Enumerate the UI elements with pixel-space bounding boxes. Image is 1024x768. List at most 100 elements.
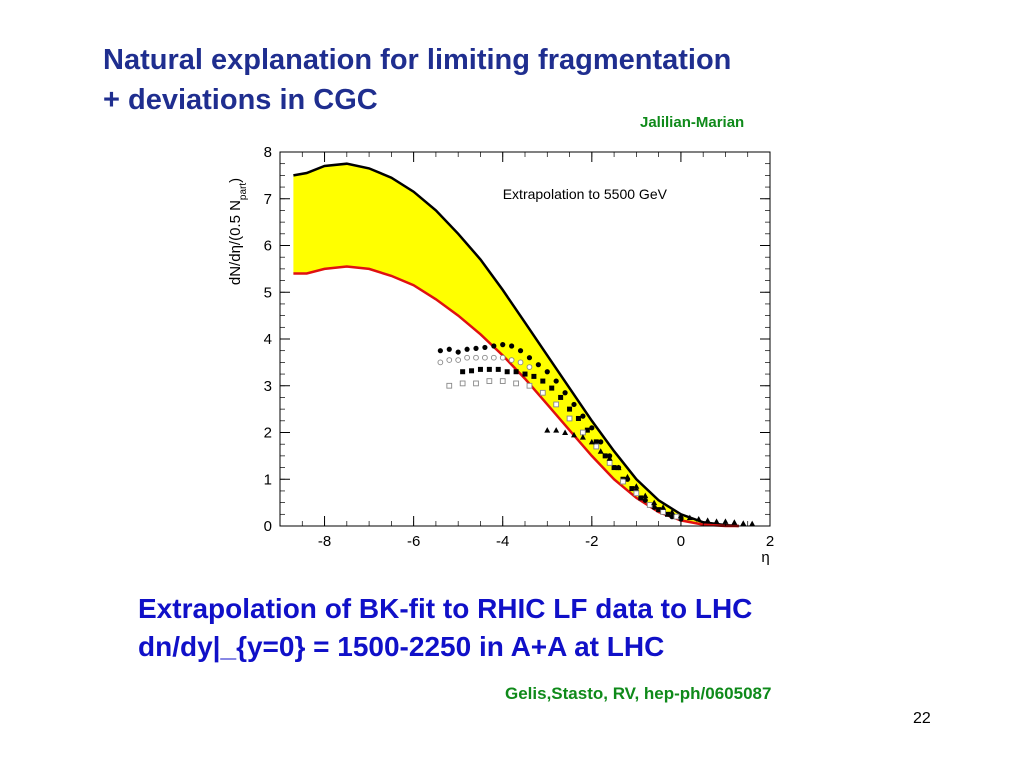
data-point-open-circle: [446, 357, 453, 363]
data-point-filled-triangle: [677, 512, 684, 519]
x-tick-label: -8: [318, 533, 331, 550]
data-point-filled-triangle: [633, 483, 640, 489]
data-point-filled-square: [504, 369, 510, 375]
data-point-filled-square: [486, 366, 492, 372]
y-tick-label: 4: [264, 331, 272, 348]
data-point-filled-triangle: [686, 514, 693, 521]
y-axis-label-close: ): [227, 178, 244, 183]
data-point-filled-triangle: [615, 464, 622, 471]
data-point-filled-circle: [455, 349, 461, 355]
y-axis-label: dN/dη/(0.5 Npart): [227, 178, 249, 285]
data-point-open-square: [473, 380, 479, 387]
data-point-filled-triangle: [695, 515, 702, 522]
data-point-filled-triangle: [731, 519, 738, 525]
chart: 0 1 2 3 4 5 6 7 8 -8 -6 -4 -2 0 2 Extrapolation to 550…: [227, 144, 775, 566]
data-point-filled-square: [469, 368, 475, 374]
data-point-open-square: [566, 415, 573, 422]
data-point-filled-triangle: [579, 434, 586, 440]
page-number: 22: [913, 710, 931, 727]
data-point-open-square: [633, 490, 640, 497]
data-point-filled-triangle: [740, 520, 747, 526]
data-point-filled-circle: [562, 390, 568, 396]
data-point-filled-square: [567, 406, 573, 412]
axis-layer: 0 1 2 3 4 5 6 7 8 -8 -6 -4 -2 0 2: [264, 144, 775, 550]
data-point-open-circle: [455, 357, 462, 363]
y-tick-label: 0: [264, 518, 272, 535]
data-point-open-square: [513, 380, 519, 387]
data-point-filled-triangle: [571, 431, 577, 438]
body-text: Extrapolation of BK-fit to RHIC LF data …: [138, 590, 752, 666]
data-point-filled-circle: [446, 346, 452, 352]
data-point-filled-circle: [491, 343, 497, 349]
y-tick-label: 6: [264, 238, 272, 255]
data-point-open-square: [553, 401, 560, 408]
data-point-filled-circle: [509, 343, 515, 349]
upper-curve: [293, 162, 739, 528]
data-point-open-square: [606, 460, 613, 466]
data-point-open-square: [620, 478, 626, 485]
data-point-filled-square: [593, 439, 599, 445]
data-point-open-square: [593, 443, 600, 450]
data-point-open-square: [459, 380, 466, 387]
y-tick-label: 5: [264, 284, 272, 301]
data-point-filled-circle: [535, 362, 541, 368]
data-point-filled-triangle: [749, 520, 756, 527]
data-point-filled-triangle: [624, 473, 631, 480]
data-point-filled-circle: [517, 348, 524, 354]
x-tick-label: -4: [496, 533, 509, 550]
y-axis-label-sub: part: [238, 183, 249, 200]
data-point-open-circle: [464, 354, 470, 361]
data-point-filled-square: [629, 486, 635, 492]
credit-bottom: Gelis,Stasto, RV, hep-ph/0605087: [505, 684, 772, 703]
data-point-filled-triangle: [669, 508, 675, 515]
data-point-filled-square: [665, 511, 671, 517]
data-point-open-circle: [508, 357, 515, 363]
data-point-open-circle: [526, 364, 533, 370]
data-point-filled-square: [495, 366, 501, 372]
data-point-filled-circle: [598, 439, 604, 445]
band-fill: [293, 163, 739, 526]
y-tick-label: 8: [264, 144, 272, 161]
data-point-open-square: [526, 382, 533, 389]
x-tick-label: -6: [407, 533, 420, 550]
slide-title-line1: Natural explanation for limiting fragmen…: [103, 44, 732, 76]
data-point-filled-triangle: [553, 427, 560, 433]
x-tick-label: 2: [766, 533, 774, 550]
y-tick-label: 3: [264, 378, 272, 395]
data-point-filled-circle: [642, 497, 648, 503]
data-point-filled-circle: [437, 348, 443, 354]
data-point-filled-circle: [669, 514, 675, 520]
data-point-filled-square: [531, 373, 537, 379]
y-tick-label: 2: [264, 425, 272, 442]
data-point-filled-square: [602, 453, 608, 459]
data-point-filled-square: [611, 465, 617, 471]
data-point-filled-square: [575, 415, 581, 421]
data-point-filled-square: [477, 366, 483, 372]
data-point-filled-triangle: [713, 518, 720, 524]
data-point-open-circle: [473, 354, 479, 361]
data-point-open-circle: [490, 354, 497, 361]
credit-top: Jalilian-Marian: [640, 114, 745, 131]
data-point-filled-triangle: [588, 438, 595, 445]
data-point-filled-square: [584, 427, 590, 433]
data-point-filled-circle: [500, 342, 506, 348]
x-axis-label: η: [761, 549, 769, 566]
data-point-open-square: [539, 389, 546, 396]
data-point-open-square: [486, 378, 493, 384]
data-point-filled-circle: [464, 346, 470, 352]
data-point-filled-triangle: [651, 499, 658, 506]
data-point-open-circle: [499, 354, 506, 361]
data-point-filled-circle: [553, 378, 559, 384]
data-point-filled-triangle: [562, 429, 569, 435]
data-point-open-square: [673, 513, 680, 520]
data-point-open-circle: [437, 359, 444, 366]
data-point-filled-triangle: [660, 504, 667, 510]
data-point-open-square: [446, 382, 453, 389]
data-point-filled-square: [558, 394, 564, 400]
data-point-open-circle: [482, 354, 488, 361]
data-point-filled-square: [656, 507, 662, 513]
data-point-filled-square: [549, 385, 555, 391]
x-tick-label: 0: [677, 533, 685, 550]
y-tick-label: 7: [264, 191, 272, 208]
data-point-filled-square: [460, 369, 466, 375]
